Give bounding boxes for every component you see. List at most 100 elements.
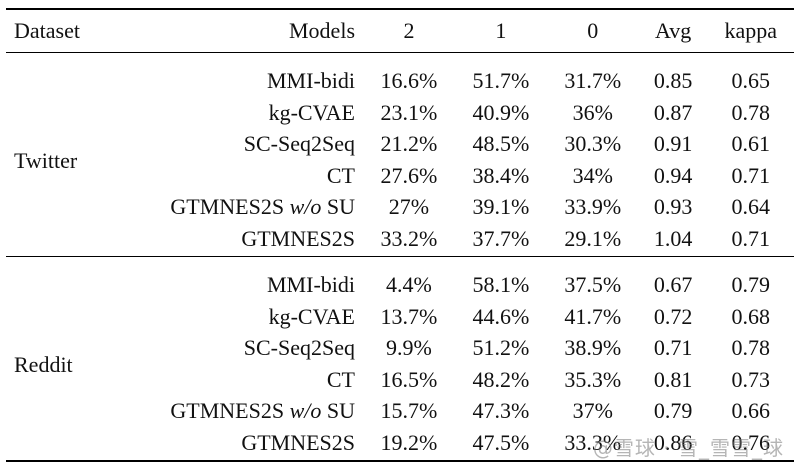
score-0-cell: 31.7% bbox=[564, 68, 622, 93]
model-cell: CT bbox=[127, 364, 363, 396]
score-0-cell: 33.9% bbox=[564, 194, 622, 219]
score-0-cell: 34% bbox=[572, 162, 613, 188]
avg-cell: 0.72 bbox=[653, 303, 693, 329]
model-cell: MMI-bidi bbox=[127, 53, 363, 97]
avg-cell: 0.91 bbox=[653, 131, 693, 156]
results-table: Dataset Models 2 1 0 Avg kappa Twitter MM… bbox=[6, 8, 794, 462]
model-name: SC-Seq2Seq bbox=[243, 131, 355, 156]
avg-cell: 0.67 bbox=[653, 272, 693, 297]
model-name: MMI-bidi bbox=[267, 272, 355, 297]
score-1-cell: 44.6% bbox=[472, 303, 530, 329]
model-name: kg-CVAE bbox=[268, 99, 355, 125]
header-dataset: Dataset bbox=[14, 18, 80, 43]
model-name: CT bbox=[326, 162, 355, 188]
header-score-0: 0 bbox=[587, 18, 599, 43]
model-name: GTMNES2S bbox=[241, 225, 355, 251]
score-0-cell: 35.3% bbox=[564, 366, 622, 392]
score-2-cell: 27% bbox=[388, 194, 430, 219]
header-models: Models bbox=[289, 18, 355, 43]
avg-cell: 0.87 bbox=[653, 99, 693, 125]
model-name: GTMNES2S bbox=[241, 429, 355, 455]
avg-cell: 0.85 bbox=[653, 68, 693, 93]
model-cell: SC-Seq2Seq bbox=[127, 128, 363, 160]
table-row: kg-CVAE 23.1% 40.9% 36% 0.87 0.78 bbox=[6, 97, 794, 129]
header-score-2: 2 bbox=[403, 18, 415, 43]
table-row: kg-CVAE 13.7% 44.6% 41.7% 0.72 0.68 bbox=[6, 301, 794, 333]
score-1-cell: 38.4% bbox=[472, 162, 530, 188]
header-score-1: 1 bbox=[495, 18, 507, 43]
model-name: GTMNES2S bbox=[170, 194, 290, 219]
table-row: Reddit MMI-bidi 4.4% 58.1% 37.5% 0.67 0.79 bbox=[6, 257, 794, 377]
score-0-cell: 29.1% bbox=[564, 225, 622, 251]
model-cell: SC-Seq2Seq bbox=[127, 332, 363, 364]
score-2-cell: 27.6% bbox=[380, 162, 438, 188]
kappa-cell: 0.64 bbox=[731, 194, 770, 219]
model-name: MMI-bidi bbox=[267, 68, 355, 93]
table-header: Dataset Models 2 1 0 Avg kappa bbox=[6, 9, 794, 53]
model-suffix: SU bbox=[321, 194, 355, 219]
score-2-cell: 13.7% bbox=[380, 303, 438, 329]
kappa-cell: 0.66 bbox=[731, 398, 770, 423]
score-0-cell: 38.9% bbox=[564, 335, 622, 360]
model-name: SC-Seq2Seq bbox=[243, 335, 355, 360]
avg-cell: 0.94 bbox=[653, 162, 693, 188]
model-cell: GTMNES2S bbox=[127, 223, 363, 257]
score-2-cell: 21.2% bbox=[380, 131, 438, 156]
score-2-cell: 16.5% bbox=[380, 366, 438, 392]
model-cell: GTMNES2S bbox=[127, 427, 363, 462]
avg-cell: 0.93 bbox=[653, 194, 693, 219]
table-row: GTMNES2S 19.2% 47.5% 33.3% 0.86 0.76 bbox=[6, 427, 794, 462]
watermark: @雪球 · 雪_雪雪_球 bbox=[592, 436, 784, 460]
score-0-cell: 37.5% bbox=[564, 272, 622, 297]
avg-cell: 0.71 bbox=[653, 335, 693, 360]
kappa-cell: 0.78 bbox=[731, 99, 770, 125]
dataset-group: Twitter MMI-bidi 16.6% 51.7% 31.7% 0.85 0.65 kg… bbox=[6, 53, 794, 257]
header-kappa: kappa bbox=[724, 18, 777, 43]
score-1-cell: 48.2% bbox=[472, 366, 530, 392]
header-row: Dataset Models 2 1 0 Avg kappa bbox=[6, 9, 794, 53]
score-2-cell: 19.2% bbox=[380, 429, 438, 455]
kappa-cell: 0.73 bbox=[731, 366, 770, 392]
model-name: CT bbox=[326, 366, 355, 392]
avg-cell: 0.86 bbox=[653, 429, 693, 455]
score-2-cell: 33.2% bbox=[380, 225, 438, 251]
avg-cell: 0.81 bbox=[653, 366, 693, 392]
kappa-cell: 0.71 bbox=[731, 225, 770, 251]
score-1-cell: 48.5% bbox=[472, 131, 530, 156]
table-row: GTMNES2S 33.2% 37.7% 29.1% 1.04 0.71 bbox=[6, 223, 794, 257]
score-2-cell: 4.4% bbox=[386, 272, 432, 297]
kappa-cell: 0.71 bbox=[731, 162, 770, 188]
model-suffix: SU bbox=[321, 398, 355, 423]
model-cell: CT bbox=[127, 160, 363, 192]
score-0-cell: 33.3% bbox=[564, 429, 622, 455]
kappa-cell: 0.76 bbox=[731, 429, 770, 455]
table-row: GTMNES2S w/o SU 15.7% 47.3% 37% 0.79 0.66 bbox=[6, 395, 794, 427]
dataset-cell: Twitter bbox=[14, 147, 78, 173]
model-cell: MMI-bidi bbox=[127, 257, 363, 301]
score-1-cell: 39.1% bbox=[472, 194, 530, 219]
kappa-cell: 0.68 bbox=[731, 303, 770, 329]
score-1-cell: 40.9% bbox=[472, 99, 530, 125]
dataset-group: Reddit MMI-bidi 4.4% 58.1% 37.5% 0.67 0.79 kg-C… bbox=[6, 257, 794, 462]
table-row: SC-Seq2Seq 21.2% 48.5% 30.3% 0.91 0.61 bbox=[6, 128, 794, 160]
dataset-cell: Reddit bbox=[14, 351, 73, 377]
score-2-cell: 15.7% bbox=[380, 398, 438, 423]
avg-cell: 0.79 bbox=[653, 398, 693, 423]
kappa-cell: 0.79 bbox=[731, 272, 770, 297]
score-1-cell: 58.1% bbox=[472, 272, 530, 297]
kappa-cell: 0.65 bbox=[731, 68, 770, 93]
kappa-cell: 0.61 bbox=[731, 131, 770, 156]
score-1-cell: 47.3% bbox=[472, 398, 530, 423]
score-1-cell: 51.2% bbox=[472, 335, 530, 360]
score-0-cell: 37% bbox=[572, 398, 613, 423]
kappa-cell: 0.78 bbox=[731, 335, 770, 360]
score-1-cell: 47.5% bbox=[472, 429, 530, 455]
model-variant-text: w/o bbox=[289, 194, 322, 219]
model-name: kg-CVAE bbox=[268, 303, 355, 329]
score-1-cell: 51.7% bbox=[472, 68, 530, 93]
score-0-cell: 30.3% bbox=[564, 131, 622, 156]
score-2-cell: 9.9% bbox=[386, 335, 432, 360]
model-cell: GTMNES2S w/o SU bbox=[127, 395, 363, 427]
table-row: CT 27.6% 38.4% 34% 0.94 0.71 bbox=[6, 160, 794, 192]
